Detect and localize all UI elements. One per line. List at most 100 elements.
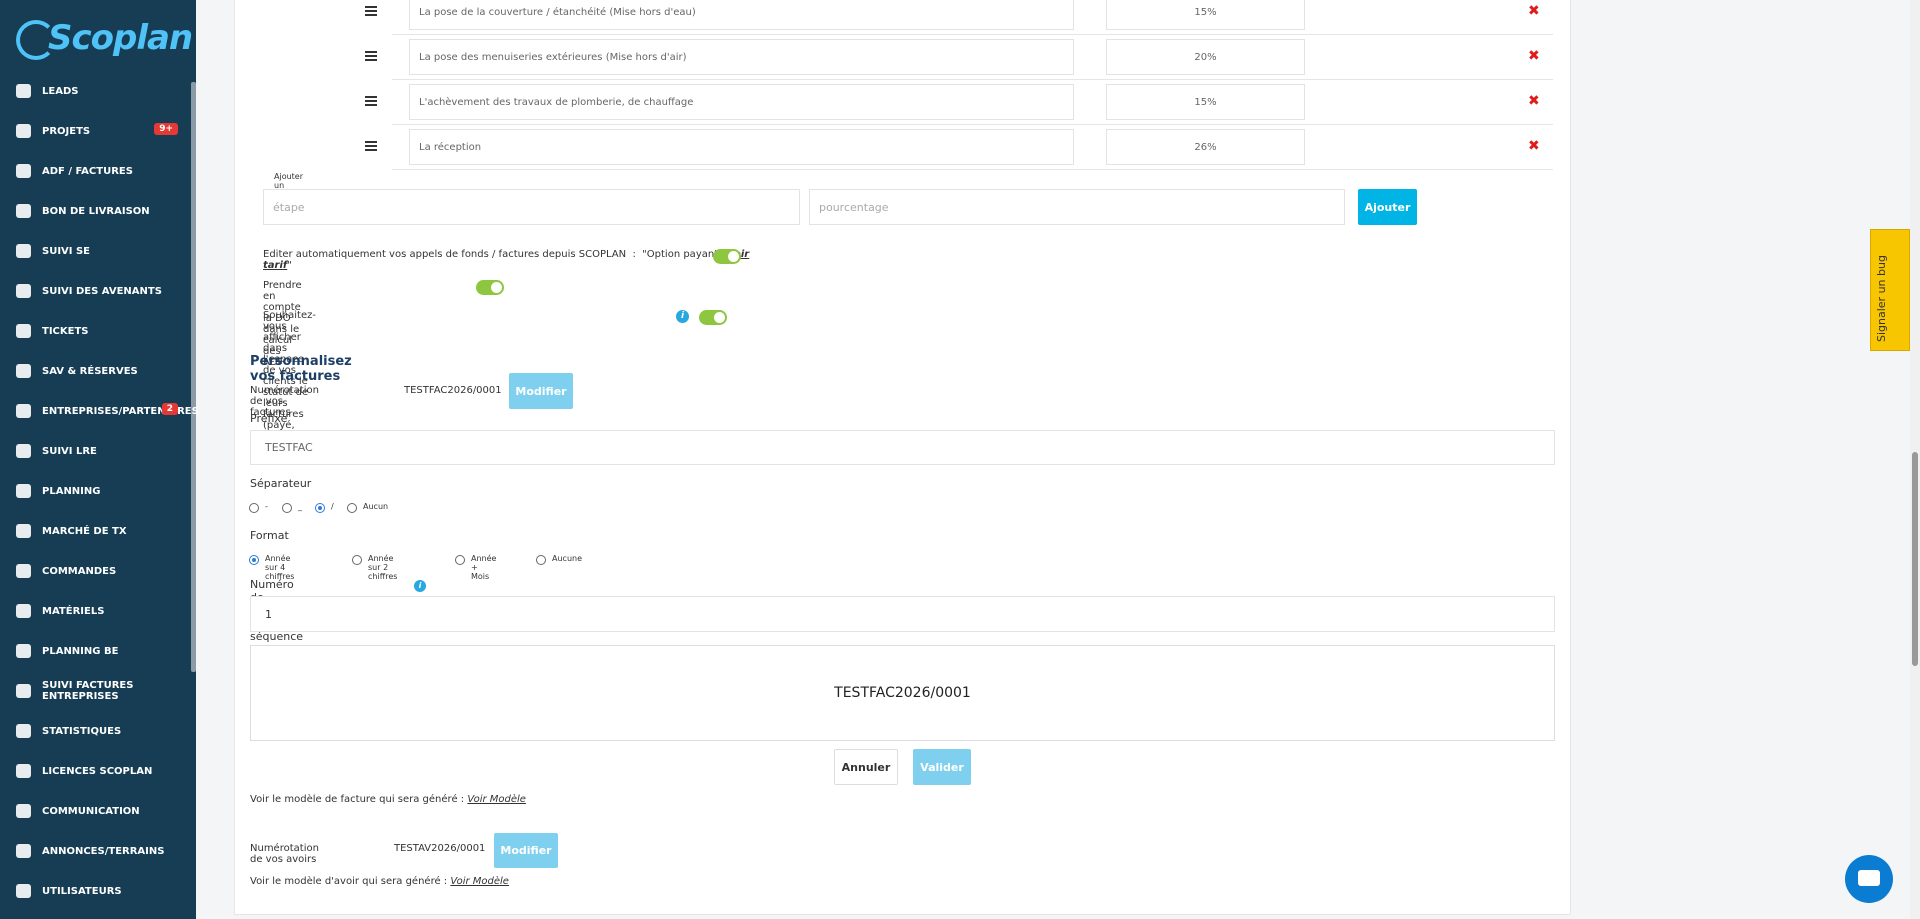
scroll-thumb[interactable] [1912, 452, 1918, 666]
radio[interactable] [455, 555, 465, 565]
menu-label: UTILISATEURS [42, 885, 122, 897]
menu-item[interactable]: BON DE LIVRAISON [0, 191, 196, 231]
milestone-percent[interactable]: 26% [1106, 129, 1305, 165]
logo-icon [16, 20, 56, 60]
value: TESTAV2026/0001 [394, 843, 486, 854]
radio[interactable] [347, 503, 357, 513]
logo: Scoplan [48, 18, 193, 58]
menu-label: PLANNING BE [42, 645, 119, 657]
info-icon[interactable]: i [414, 580, 426, 592]
menu-item[interactable]: PLANNING BE [0, 631, 196, 671]
text: Voir le modèle de facture qui sera génér… [250, 794, 468, 805]
validate-button[interactable]: Valider [913, 749, 971, 785]
cancel-button[interactable]: Annuler [834, 749, 898, 785]
menu-item[interactable]: SUIVI DES AVENANTS [0, 271, 196, 311]
info-icon[interactable]: i [676, 310, 689, 323]
menu-label: MARCHÉ DE TX [42, 525, 127, 537]
menu-item[interactable]: TICKETS [0, 311, 196, 351]
menu-item[interactable]: ADF / FACTURES [0, 151, 196, 191]
drag-handle[interactable] [365, 51, 377, 61]
menu-icon [16, 684, 31, 698]
drag-handle[interactable] [365, 6, 377, 16]
milestone-label[interactable]: La pose de la couverture / étanchéité (M… [409, 0, 1074, 30]
radio[interactable] [282, 503, 292, 513]
menu-label: TICKETS [42, 325, 89, 337]
bug-tab[interactable]: Signaler un bug [1870, 229, 1910, 351]
menu-item[interactable]: LEADS [0, 71, 196, 111]
menu-icon [16, 364, 31, 378]
delete-icon[interactable]: ✖ [1528, 3, 1540, 19]
radio[interactable] [249, 555, 259, 565]
link[interactable]: Voir Modèle [450, 876, 509, 887]
menu-item[interactable]: SUIVI LRE [0, 431, 196, 471]
menu-item[interactable]: STATISTIQUES [0, 711, 196, 751]
menu-label: SUIVI SE [42, 245, 91, 257]
step-input[interactable]: étape [263, 189, 800, 225]
menu-item[interactable]: UTILISATEURS [0, 871, 196, 911]
milestone-percent[interactable]: 20% [1106, 39, 1305, 75]
radio-label: Année + Mois [471, 554, 497, 581]
link[interactable]: Voir Modèle [467, 794, 526, 805]
menu-icon [16, 844, 31, 858]
percent-input[interactable]: pourcentage [809, 189, 1345, 225]
add-button[interactable]: Ajouter [1358, 189, 1417, 225]
radio[interactable] [352, 555, 362, 565]
toggle[interactable] [713, 249, 741, 264]
milestone-percent[interactable]: 15% [1106, 84, 1305, 120]
delete-icon[interactable]: ✖ [1528, 93, 1540, 109]
milestone-percent[interactable]: 15% [1106, 0, 1305, 30]
delete-icon[interactable]: ✖ [1528, 138, 1540, 154]
delete-icon[interactable]: ✖ [1528, 48, 1540, 64]
modify-button[interactable]: Modifier [509, 373, 573, 409]
menu-item[interactable]: COMMANDES [0, 551, 196, 591]
drag-handle[interactable] [365, 141, 377, 151]
milestone-label[interactable]: La réception [409, 129, 1074, 165]
menu-label: SUIVI LRE [42, 445, 97, 457]
row-separator [392, 34, 1553, 35]
drag-handle[interactable] [365, 96, 377, 106]
menu-icon [16, 884, 31, 898]
menu-item[interactable]: SUIVI FACTURES ENTREPRISES [0, 671, 196, 711]
radio-label: Année sur 2 chiffres [368, 554, 398, 581]
menu-item[interactable]: SAV & RÉSERVES [0, 351, 196, 391]
text: " [287, 260, 292, 271]
radio[interactable] [536, 555, 546, 565]
chat-button[interactable] [1845, 855, 1893, 903]
section-title: Personnalisez vos factures [250, 354, 352, 384]
text: Voir le modèle d'avoir qui sera généré : [250, 876, 451, 887]
menu-item[interactable]: SUIVI SE [0, 231, 196, 271]
menu-label: SUIVI DES AVENANTS [42, 285, 162, 297]
menu-icon [16, 564, 31, 578]
menu-item[interactable]: ENTREPRISES/PARTENAIRES 2 [0, 391, 199, 431]
sidebar: Scoplan LEADS PROJETS 9+ ADF / FACTURES BON … [0, 0, 199, 919]
menu-icon [16, 804, 31, 818]
menu-label: STATISTIQUES [42, 725, 122, 737]
milestone-label[interactable]: L'achèvement des travaux de plomberie, d… [409, 84, 1074, 120]
radio[interactable] [249, 503, 259, 513]
toggle[interactable] [699, 310, 727, 325]
label: Préfixe [250, 412, 288, 425]
radio[interactable] [315, 503, 325, 513]
menu-item[interactable]: PLANNING [0, 471, 196, 511]
modify-button[interactable]: Modifier [494, 833, 558, 868]
badge: 2 [161, 403, 178, 415]
toggle[interactable] [476, 280, 504, 295]
menu-item[interactable]: MARCHÉ DE TX [0, 511, 196, 551]
scrollbar [191, 82, 196, 672]
menu-item[interactable]: PROJETS 9+ [0, 111, 196, 151]
menu-item[interactable]: COMMUNICATION [0, 791, 196, 831]
menu-label: BON DE LIVRAISON [42, 205, 150, 217]
menu-icon [16, 604, 31, 618]
menu-item[interactable]: LICENCES SCOPLAN [0, 751, 196, 791]
menu-item[interactable]: MATÉRIELS [0, 591, 196, 631]
menu-label: COMMUNICATION [42, 805, 140, 817]
menu-item[interactable]: ANNONCES/TERRAINS [0, 831, 196, 871]
prefix-input[interactable]: TESTFAC [250, 430, 1555, 465]
bug-tab-text: Signaler un bug [1875, 255, 1888, 342]
start-input[interactable]: 1 [250, 596, 1555, 632]
milestone-label[interactable]: La pose des menuiseries extérieures (Mis… [409, 39, 1074, 75]
model-text: Voir le modèle d'avoir qui sera généré :… [250, 876, 509, 887]
menu-icon [16, 204, 31, 218]
radio-label: _ [298, 502, 302, 511]
radio-label: Année sur 4 chiffres [265, 554, 295, 581]
